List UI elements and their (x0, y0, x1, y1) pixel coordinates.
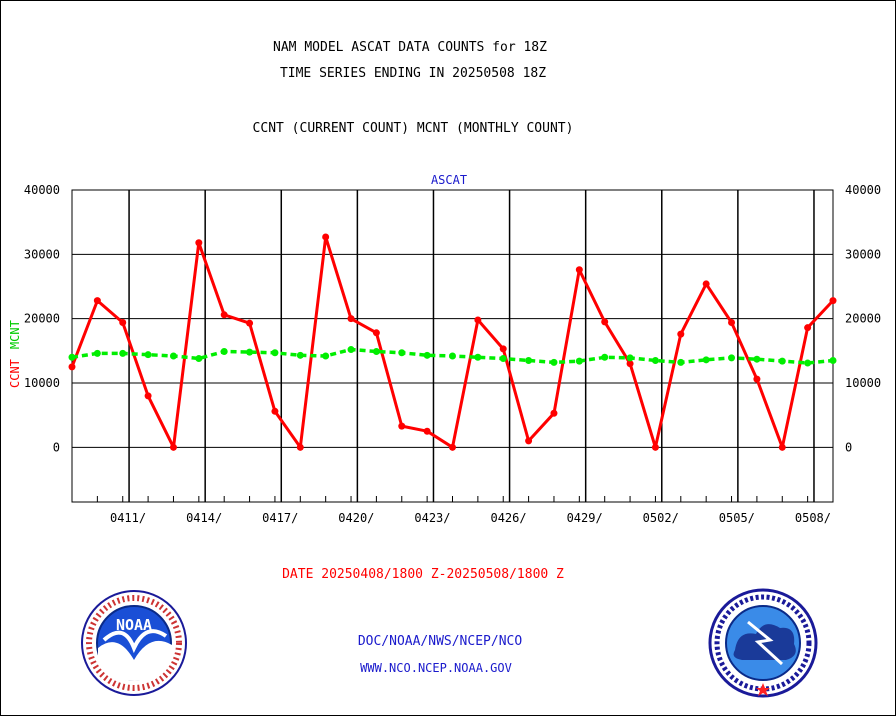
data-point-ccnt (575, 266, 583, 274)
data-point-ccnt (677, 330, 685, 338)
y-axis-label-ccnt: CCNT (8, 359, 22, 388)
data-point-mcnt (347, 346, 355, 354)
data-point-mcnt (626, 354, 634, 362)
data-point-mcnt (68, 353, 76, 361)
data-point-ccnt (778, 443, 786, 451)
x-tick-label: 0423/ (414, 511, 450, 525)
y-tick-label-left: 0 (53, 440, 60, 454)
noaa-logo: NOAA (81, 590, 187, 696)
data-point-mcnt (804, 359, 812, 367)
data-point-ccnt (474, 316, 482, 324)
x-tick-label: 0414/ (186, 511, 222, 525)
y-tick-label-right: 0 (845, 440, 852, 454)
y-tick-label-left: 30000 (24, 247, 60, 261)
data-point-ccnt (372, 329, 380, 337)
data-point-mcnt (677, 358, 685, 366)
data-point-ccnt (322, 233, 330, 241)
chart-title: ASCAT (431, 173, 467, 187)
x-tick-label: 0411/ (110, 511, 146, 525)
data-point-mcnt (525, 356, 533, 364)
data-point-mcnt (778, 357, 786, 365)
data-point-ccnt (220, 311, 228, 319)
data-point-ccnt (449, 443, 456, 451)
data-point-mcnt (322, 352, 330, 360)
chart-subtitle: CCNT (CURRENT COUNT) MCNT (MONTHLY COUNT… (253, 121, 574, 136)
data-point-ccnt (728, 319, 736, 327)
data-point-ccnt (651, 443, 659, 451)
y-tick-label-right: 30000 (845, 247, 881, 261)
x-tick-label: 0420/ (338, 511, 374, 525)
y-tick-label-left: 10000 (24, 376, 60, 390)
data-point-ccnt (169, 443, 177, 451)
data-point-ccnt (144, 392, 152, 400)
data-point-mcnt (398, 349, 406, 357)
x-tick-label: 0505/ (719, 511, 755, 525)
x-tick-label: 0429/ (567, 511, 603, 525)
data-point-mcnt (702, 356, 710, 364)
data-point-mcnt (220, 347, 228, 355)
data-point-ccnt (550, 409, 558, 417)
data-point-mcnt (449, 352, 456, 360)
y-axis-label-mcnt: MCNT (8, 320, 22, 349)
data-point-ccnt (829, 297, 837, 305)
x-tick-label: 0426/ (490, 511, 526, 525)
data-point-mcnt (144, 351, 152, 359)
data-point-ccnt (93, 297, 101, 305)
data-point-ccnt (525, 437, 533, 445)
y-tick-label-right: 40000 (845, 183, 881, 197)
data-point-ccnt (119, 319, 127, 327)
data-point-mcnt (246, 348, 254, 356)
data-point-ccnt (702, 280, 710, 288)
data-point-ccnt (499, 345, 507, 353)
data-point-mcnt (423, 351, 431, 359)
data-point-mcnt (296, 351, 304, 359)
data-point-mcnt (601, 353, 609, 361)
data-point-ccnt (246, 319, 254, 327)
data-point-ccnt (601, 318, 609, 326)
url-link[interactable]: WWW.NCO.NCEP.NOAA.GOV (360, 661, 512, 675)
data-point-mcnt (93, 349, 101, 357)
data-point-mcnt (271, 349, 279, 357)
nws-logo (708, 588, 818, 698)
date-range-label: DATE 20250408/1800 Z-20250508/1800 Z (282, 567, 564, 582)
plot-area: 0 0 10000 10000 20000 20000 30000 30000 40000 400… (24, 183, 881, 525)
data-point-mcnt (169, 352, 177, 360)
data-point-ccnt (347, 315, 355, 323)
data-point-ccnt (195, 239, 203, 247)
noaa-logo-text: NOAA (116, 616, 152, 634)
y-tick-label-right: 10000 (845, 376, 881, 390)
series-line-ccnt (70, 235, 835, 449)
data-point-ccnt (398, 422, 406, 430)
data-point-ccnt (271, 407, 279, 415)
org-label: DOC/NOAA/NWS/NCEP/NCO (358, 634, 523, 649)
data-point-ccnt (804, 324, 812, 332)
y-tick-label-left: 20000 (24, 312, 60, 326)
data-point-mcnt (829, 356, 837, 364)
data-point-mcnt (550, 358, 558, 366)
data-point-mcnt (753, 355, 761, 363)
data-point-mcnt (575, 357, 583, 365)
y-tick-label-right: 20000 (845, 312, 881, 326)
data-point-mcnt (119, 349, 127, 357)
x-tick-label: 0508/ (795, 511, 831, 525)
data-point-mcnt (474, 353, 482, 361)
data-point-mcnt (195, 355, 203, 363)
data-point-mcnt (372, 347, 380, 355)
title-line-2: TIME SERIES ENDING IN 20250508 18Z (280, 66, 546, 81)
title-line-1: NAM MODEL ASCAT DATA COUNTS for 18Z (273, 40, 547, 55)
y-tick-label-left: 40000 (24, 183, 60, 197)
data-point-mcnt (651, 356, 659, 364)
data-point-mcnt (499, 355, 507, 363)
x-tick-label: 0502/ (643, 511, 679, 525)
data-point-ccnt (296, 443, 304, 451)
data-point-ccnt (423, 427, 431, 435)
data-point-ccnt (753, 375, 761, 383)
data-point-ccnt (68, 363, 76, 371)
data-point-mcnt (728, 354, 736, 362)
x-tick-label: 0417/ (262, 511, 298, 525)
data-point-ccnt (626, 360, 634, 368)
y-axis-label: CCNT MCNT (8, 320, 22, 388)
